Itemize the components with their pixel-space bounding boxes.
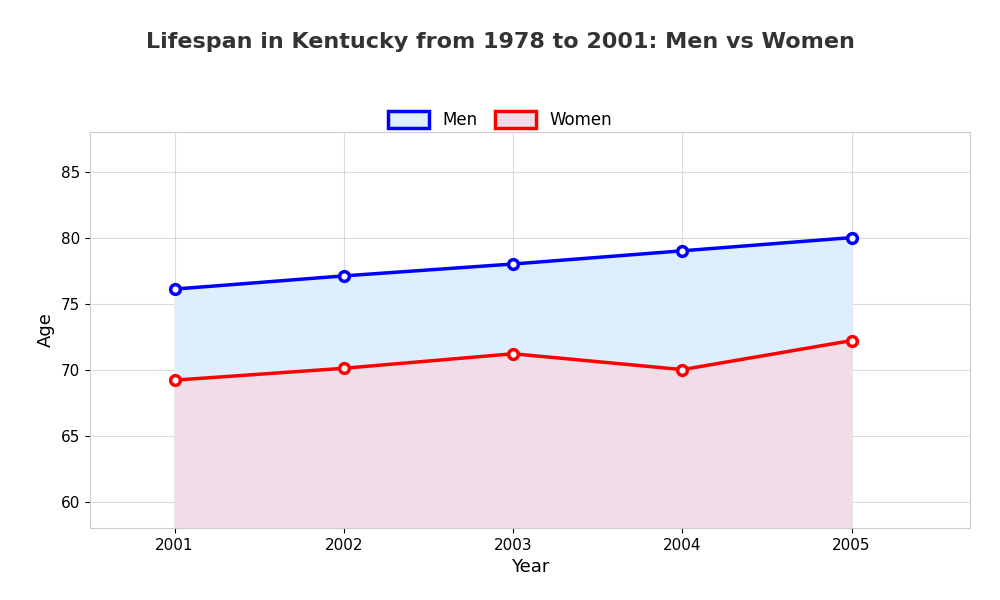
- Text: Lifespan in Kentucky from 1978 to 2001: Men vs Women: Lifespan in Kentucky from 1978 to 2001: …: [146, 32, 854, 52]
- Legend: Men, Women: Men, Women: [381, 104, 619, 136]
- Y-axis label: Age: Age: [37, 313, 55, 347]
- X-axis label: Year: Year: [511, 558, 549, 576]
